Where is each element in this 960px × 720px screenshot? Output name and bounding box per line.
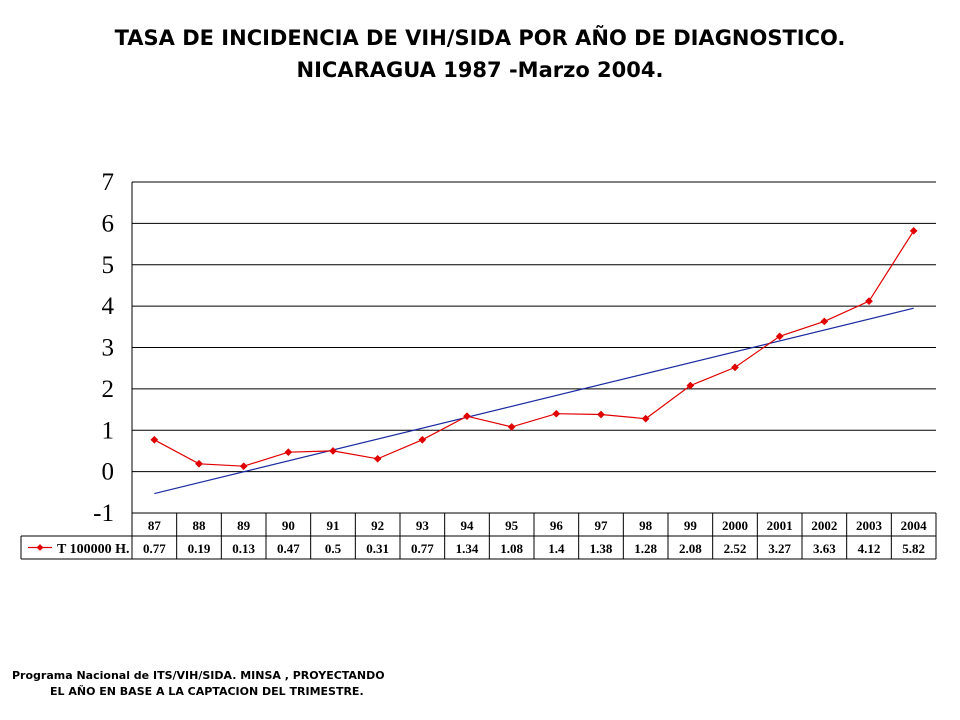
y-tick-label: 2 xyxy=(102,376,115,403)
x-category-label: 94 xyxy=(461,518,475,533)
data-point-marker xyxy=(552,409,561,418)
y-tick-label: 1 xyxy=(102,417,115,444)
y-tick-label: -1 xyxy=(93,500,114,527)
data-value-label: 1.4 xyxy=(548,541,565,556)
data-point-marker xyxy=(329,446,337,455)
data-point-marker xyxy=(775,332,784,341)
x-category-label: 87 xyxy=(148,518,162,533)
x-category-label: 99 xyxy=(684,518,698,533)
data-point-marker xyxy=(865,297,873,306)
y-tick-label: 0 xyxy=(102,459,115,486)
gridlines xyxy=(131,181,936,513)
data-point-marker xyxy=(507,422,516,431)
data-value-label: 0.77 xyxy=(411,541,434,556)
linear-trendline xyxy=(154,307,914,495)
x-category-label: 98 xyxy=(639,518,653,533)
data-value-label: 3.63 xyxy=(813,541,836,556)
x-category-label: 92 xyxy=(371,518,384,533)
chart-title-line-1: TASA DE INCIDENCIA DE VIH/SIDA POR AÑO D… xyxy=(114,26,846,50)
data-point-marker xyxy=(597,410,605,419)
data-value-label: 0.47 xyxy=(277,541,300,556)
source-note: Programa Nacional de ITS/VIH/SIDA. MINSA… xyxy=(12,668,385,700)
data-point-marker xyxy=(150,435,159,444)
x-category-label: 91 xyxy=(327,518,340,533)
x-category-label: 90 xyxy=(282,518,295,533)
legend-marker-key xyxy=(36,544,44,551)
x-category-label: 2003 xyxy=(856,518,883,533)
data-value-label: 2.08 xyxy=(679,541,702,556)
x-category-label: 2001 xyxy=(767,518,793,533)
data-value-label: 2.52 xyxy=(724,541,747,556)
x-category-label: 88 xyxy=(193,518,207,533)
x-category-label: 2004 xyxy=(901,518,928,533)
x-category-label: 89 xyxy=(237,518,251,533)
data-value-label: 0.77 xyxy=(143,541,166,556)
y-axis-tick-labels: -1 0 1 2 3 4 5 6 7 xyxy=(93,169,114,527)
y-tick-label: 6 xyxy=(102,210,115,237)
series-line-path xyxy=(154,230,915,467)
data-value-label: 0.13 xyxy=(232,541,255,556)
data-value-label: 0.5 xyxy=(325,541,342,556)
data-value-label: 5.82 xyxy=(902,541,925,556)
data-value-label: 0.31 xyxy=(366,541,389,556)
data-value-label: 0.19 xyxy=(188,541,211,556)
data-value-label: 1.08 xyxy=(500,541,523,556)
data-value-label: 1.38 xyxy=(590,541,613,556)
legend-series-name: T 100000 H. xyxy=(57,542,129,557)
chart-title: TASA DE INCIDENCIA DE VIH/SIDA POR AÑO D… xyxy=(0,22,960,86)
x-category-label: 93 xyxy=(416,518,430,533)
data-point-marker xyxy=(909,226,918,235)
y-tick-label: 5 xyxy=(102,252,115,279)
data-value-label: 4.12 xyxy=(858,541,881,556)
series-line xyxy=(150,226,918,471)
trendline xyxy=(154,307,914,495)
x-category-label: 2000 xyxy=(722,518,748,533)
y-tick-label: 7 xyxy=(102,169,115,196)
x-category-label: 96 xyxy=(550,518,564,533)
source-note-line-2: EL AÑO EN BASE A LA CAPTACION DEL TRIMES… xyxy=(50,685,364,698)
y-tick-label: 4 xyxy=(102,293,115,320)
data-point-marker xyxy=(195,459,203,468)
data-point-marker xyxy=(641,414,650,423)
data-point-marker xyxy=(686,381,695,390)
data-point-marker xyxy=(239,462,248,471)
data-point-marker xyxy=(820,317,829,326)
data-point-marker xyxy=(284,448,293,457)
x-category-label: 95 xyxy=(505,518,519,533)
data-value-label: 3.27 xyxy=(768,541,791,556)
data-point-marker xyxy=(731,363,739,372)
data-value-label: 1.34 xyxy=(456,541,479,556)
data-point-marker xyxy=(373,454,382,463)
source-note-line-1: Programa Nacional de ITS/VIH/SIDA. MINSA… xyxy=(12,669,385,682)
data-value-label: 1.28 xyxy=(634,541,657,556)
x-category-label: 97 xyxy=(595,518,609,533)
data-point-marker xyxy=(463,412,471,421)
y-tick-label: 3 xyxy=(102,335,115,362)
x-category-label: 2002 xyxy=(811,518,837,533)
chart-title-line-2: NICARAGUA 1987 -Marzo 2004. xyxy=(296,58,664,82)
data-table: 87 88 89 90 91 92 93 94 95 96 97 98 99 2000 2001 2002 20… xyxy=(20,512,937,560)
data-point-marker xyxy=(418,435,427,444)
